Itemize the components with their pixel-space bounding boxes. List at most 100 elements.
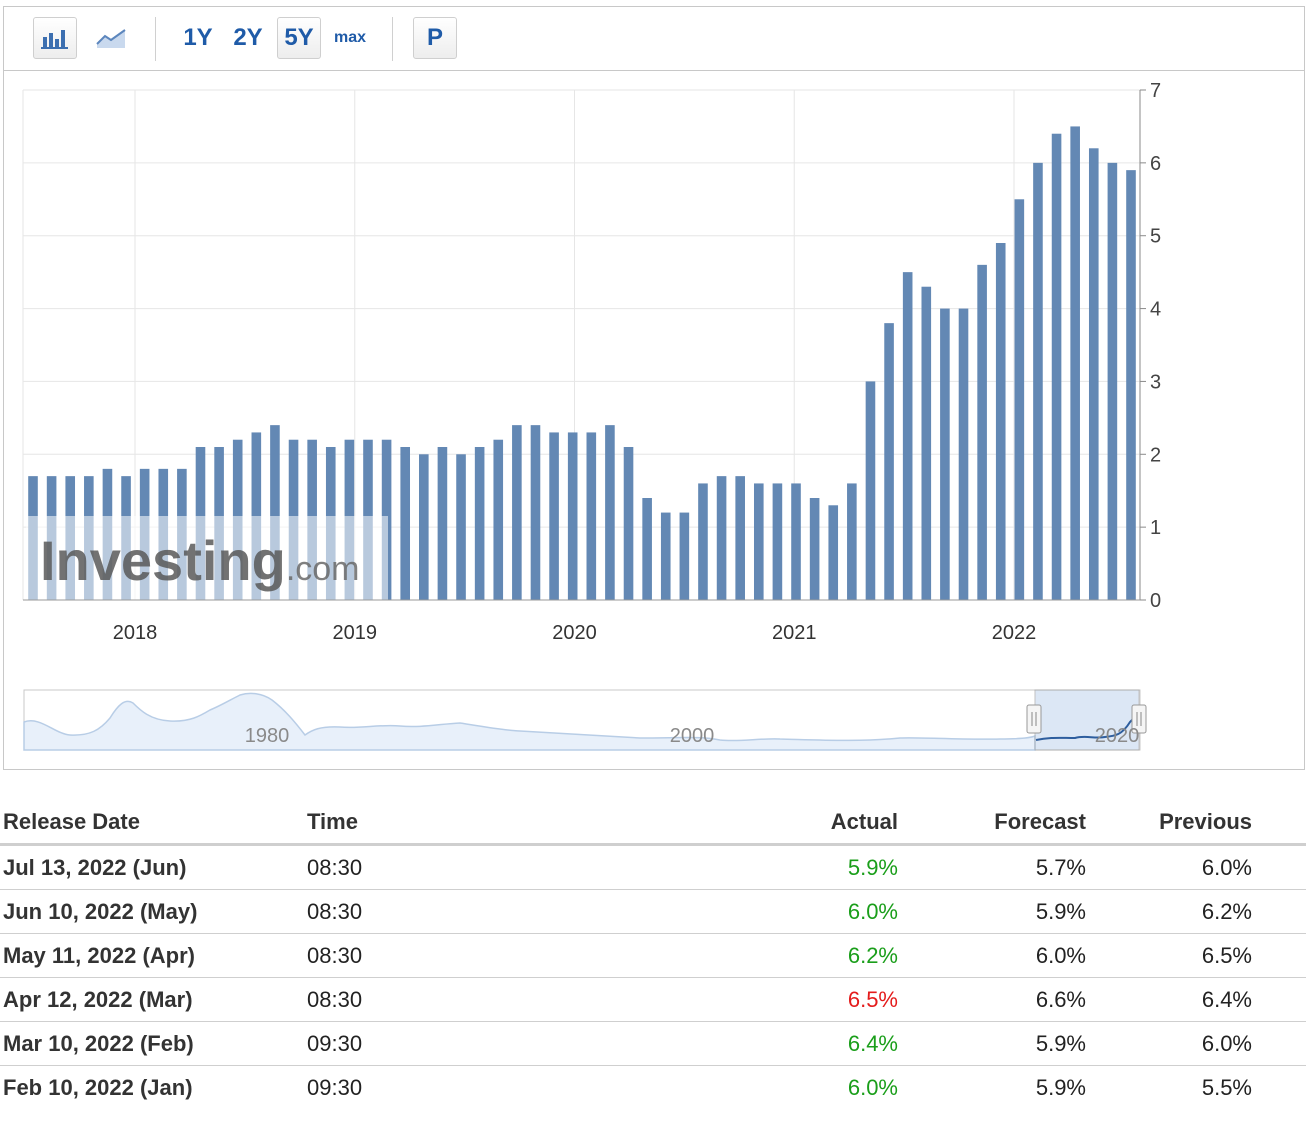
bar[interactable] bbox=[474, 447, 485, 600]
actual-value: 6.0% bbox=[847, 898, 898, 924]
bar[interactable] bbox=[270, 425, 280, 600]
bar[interactable] bbox=[753, 483, 764, 600]
range-5y-button[interactable]: 5Y bbox=[277, 17, 321, 59]
navigator-selected-series bbox=[1035, 717, 1135, 741]
navigator[interactable]: 1980 2000 2020 bbox=[23, 689, 1147, 751]
toolbar-divider bbox=[392, 17, 393, 61]
bar[interactable] bbox=[456, 454, 466, 600]
bar[interactable] bbox=[586, 432, 597, 600]
forecast-value: 5.9% bbox=[1035, 1075, 1086, 1100]
y-tick-label: 1 bbox=[1150, 517, 1161, 539]
bar[interactable] bbox=[884, 323, 894, 600]
actual-value: 6.4% bbox=[847, 1030, 898, 1056]
x-tick-label: 2018 bbox=[113, 622, 158, 644]
bar[interactable] bbox=[642, 498, 652, 600]
y-tick-label: 3 bbox=[1150, 371, 1161, 393]
previous-value: 6.0% bbox=[1201, 854, 1252, 880]
bar[interactable] bbox=[437, 447, 448, 600]
release-date: Feb 10, 2022 (Jan) bbox=[3, 1075, 193, 1100]
bar[interactable] bbox=[1107, 162, 1118, 600]
navigator-label: 2000 bbox=[670, 725, 715, 747]
y-tick-label: 7 bbox=[1150, 80, 1161, 102]
bar[interactable] bbox=[567, 432, 578, 600]
p-button[interactable]: P bbox=[413, 17, 457, 59]
forecast-value: 5.9% bbox=[1035, 898, 1086, 924]
navigator-selection[interactable] bbox=[1034, 689, 1140, 751]
forecast-value: 5.9% bbox=[1035, 1030, 1086, 1056]
release-time: 09:30 bbox=[307, 1075, 363, 1100]
release-date: Apr 12, 2022 (Mar) bbox=[3, 986, 193, 1012]
bar[interactable] bbox=[940, 308, 950, 600]
x-tick-label: 2020 bbox=[552, 622, 597, 644]
bar[interactable] bbox=[660, 512, 671, 600]
bar[interactable] bbox=[493, 439, 504, 600]
header-previous[interactable]: Previous bbox=[1159, 808, 1252, 834]
bar-chart-button[interactable] bbox=[33, 17, 77, 59]
bar[interactable] bbox=[698, 483, 708, 600]
x-tick-label: 2022 bbox=[992, 622, 1037, 644]
actual-value: 6.5% bbox=[847, 986, 898, 1012]
previous-value: 6.2% bbox=[1201, 898, 1252, 924]
bar[interactable] bbox=[512, 425, 522, 600]
bar[interactable] bbox=[549, 432, 559, 600]
bar[interactable] bbox=[1014, 199, 1025, 601]
release-table: Release Date Time Actual Forecast Previo… bbox=[0, 800, 1306, 1110]
line-chart-icon bbox=[96, 29, 126, 48]
actual-value: 6.0% bbox=[847, 1075, 898, 1100]
range-2y-button[interactable]: 2Y bbox=[233, 24, 263, 51]
y-tick-label: 0 bbox=[1150, 590, 1161, 612]
release-date: Jul 13, 2022 (Jun) bbox=[3, 854, 187, 880]
bar[interactable] bbox=[902, 272, 913, 600]
header-time[interactable]: Time bbox=[307, 808, 358, 834]
previous-value: 6.5% bbox=[1201, 942, 1252, 968]
bar[interactable] bbox=[772, 483, 783, 600]
table-row: Mar 10, 2022 (Feb) 09:30 6.4% 5.9% 6.0% bbox=[0, 1022, 1306, 1066]
bar[interactable] bbox=[716, 476, 727, 600]
bar[interactable] bbox=[623, 447, 634, 600]
previous-value: 6.4% bbox=[1201, 986, 1252, 1012]
release-time: 08:30 bbox=[307, 942, 363, 968]
bar[interactable] bbox=[958, 308, 969, 600]
header-actual[interactable]: Actual bbox=[830, 808, 898, 834]
navigator-handle[interactable] bbox=[1026, 704, 1042, 734]
y-tick-label: 5 bbox=[1150, 226, 1161, 248]
navigator-handle[interactable] bbox=[1131, 704, 1147, 734]
bar[interactable] bbox=[419, 454, 429, 600]
bar[interactable] bbox=[400, 447, 411, 600]
bar[interactable] bbox=[1088, 148, 1099, 601]
bar[interactable] bbox=[679, 512, 690, 600]
bar[interactable] bbox=[1070, 126, 1080, 600]
bar[interactable] bbox=[828, 505, 839, 600]
bar[interactable] bbox=[735, 476, 745, 600]
release-time: 09:30 bbox=[307, 1030, 363, 1056]
actual-value: 6.2% bbox=[847, 942, 898, 968]
header-forecast[interactable]: Forecast bbox=[994, 808, 1086, 834]
range-1y-button[interactable]: 1Y bbox=[183, 24, 213, 51]
navigator-label: 1980 bbox=[245, 725, 290, 747]
bar[interactable] bbox=[1051, 133, 1062, 600]
toolbar-divider bbox=[155, 17, 156, 61]
table-row: May 11, 2022 (Apr) 08:30 6.2% 6.0% 6.5% bbox=[0, 934, 1306, 978]
bar[interactable] bbox=[791, 483, 801, 600]
bar[interactable] bbox=[977, 264, 987, 600]
bar[interactable] bbox=[1033, 162, 1043, 600]
bar[interactable] bbox=[847, 483, 857, 600]
watermark: Investing.com bbox=[26, 516, 388, 600]
y-tick-label: 4 bbox=[1150, 299, 1161, 321]
bar-chart-icon bbox=[41, 30, 68, 49]
chart-toolbar: 1Y 2Y 5Y max P bbox=[4, 7, 1304, 71]
bar[interactable] bbox=[809, 498, 820, 600]
bar[interactable] bbox=[921, 286, 932, 600]
header-release-date[interactable]: Release Date bbox=[3, 808, 140, 834]
line-chart-button[interactable] bbox=[90, 17, 134, 59]
bar[interactable] bbox=[865, 381, 876, 600]
bar[interactable] bbox=[1126, 170, 1136, 600]
bar[interactable] bbox=[605, 425, 615, 600]
bar[interactable] bbox=[530, 425, 541, 600]
table-row: Jul 13, 2022 (Jun) 08:30 5.9% 5.7% 6.0% bbox=[0, 846, 1306, 890]
release-time: 08:30 bbox=[307, 986, 363, 1012]
bar[interactable] bbox=[995, 243, 1006, 600]
x-tick-label: 2019 bbox=[333, 622, 378, 644]
previous-value: 6.0% bbox=[1201, 1030, 1252, 1056]
range-max-button[interactable]: max bbox=[333, 29, 367, 46]
